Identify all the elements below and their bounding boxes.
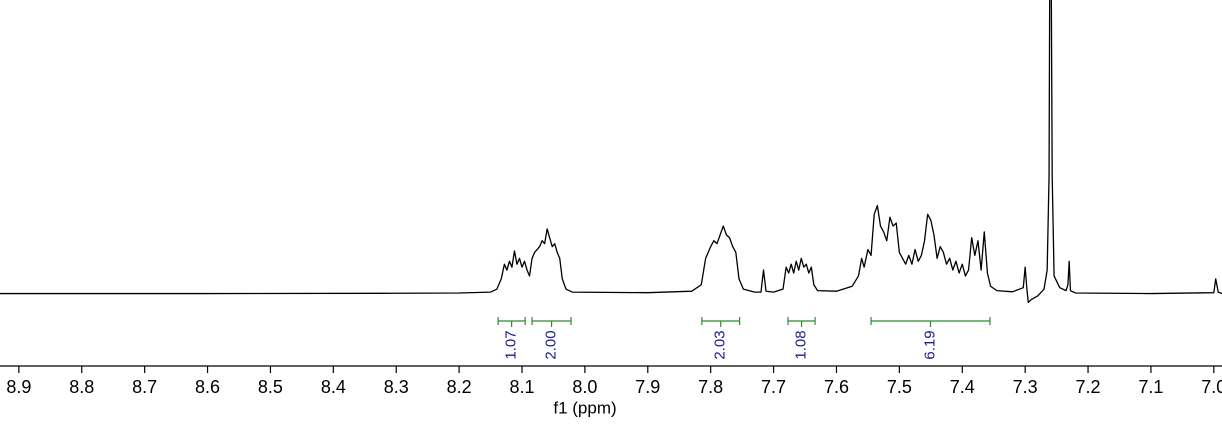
x-tick-label: 7.3 bbox=[1013, 377, 1038, 397]
x-tick-label: 7.0 bbox=[1201, 377, 1222, 397]
integral: 1.08 bbox=[787, 317, 816, 360]
spectrum-line bbox=[0, 0, 1222, 304]
x-tick-label: 8.9 bbox=[6, 377, 31, 397]
x-tick-label: 7.5 bbox=[887, 377, 912, 397]
integral: 2.00 bbox=[531, 317, 572, 360]
integral-label: 2.03 bbox=[712, 330, 729, 359]
integral: 2.03 bbox=[701, 317, 741, 360]
plot-area bbox=[0, 0, 1222, 304]
x-tick-label: 8.6 bbox=[195, 377, 220, 397]
integral-label: 2.00 bbox=[543, 330, 560, 359]
x-tick-label: 8.1 bbox=[509, 377, 534, 397]
x-tick-label: 7.9 bbox=[635, 377, 660, 397]
x-tick-label: 8.4 bbox=[321, 377, 346, 397]
x-axis: 8.9 8.8 8.7 8.6 8.5 8.4 8.3 8.2 8.1 8.0 7.9 7.8 7.7 7… bbox=[0, 365, 1222, 397]
x-tick-label: 7.6 bbox=[824, 377, 849, 397]
integral-label: 1.08 bbox=[793, 330, 810, 359]
x-tick-label: 8.7 bbox=[132, 377, 157, 397]
x-tick-label: 8.0 bbox=[572, 377, 597, 397]
x-axis-label: f1 (ppm) bbox=[553, 398, 616, 417]
x-tick-label: 8.8 bbox=[69, 377, 94, 397]
x-tick-label: 8.5 bbox=[258, 377, 283, 397]
x-tick-label: 7.7 bbox=[761, 377, 786, 397]
x-tick-label: 8.2 bbox=[447, 377, 472, 397]
x-tick-label: 7.2 bbox=[1076, 377, 1101, 397]
integral: 6.19 bbox=[870, 317, 991, 360]
x-tick-label: 8.3 bbox=[384, 377, 409, 397]
x-tick-label: 7.8 bbox=[698, 377, 723, 397]
x-tick-label: 7.1 bbox=[1138, 377, 1163, 397]
integral-label: 1.07 bbox=[503, 330, 520, 359]
x-tick-label: 7.4 bbox=[950, 377, 975, 397]
integral: 1.07 bbox=[497, 317, 526, 360]
integral-label: 6.19 bbox=[921, 330, 938, 359]
